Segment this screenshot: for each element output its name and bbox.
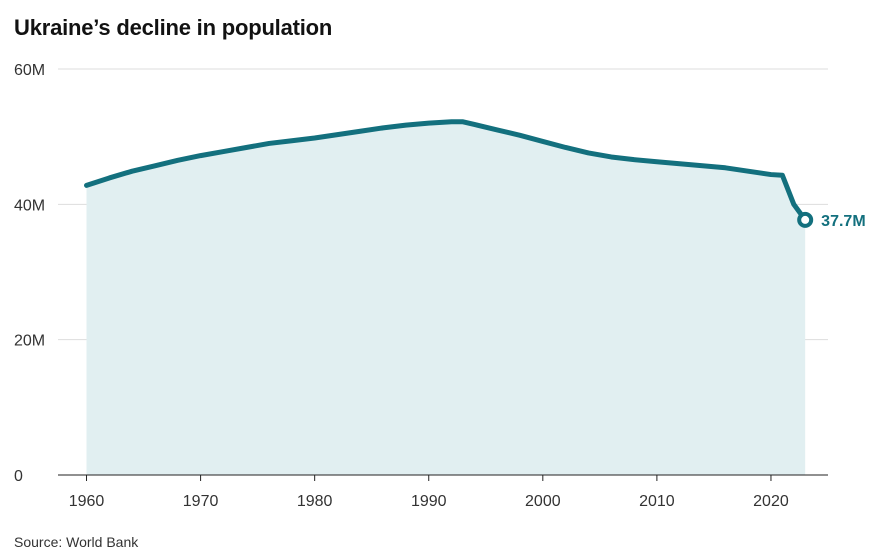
y-tick-label: 0 xyxy=(14,468,23,485)
area-fill xyxy=(86,121,806,475)
population-area xyxy=(86,121,806,475)
x-tick-label: 1960 xyxy=(69,493,105,510)
end-point-marker xyxy=(797,211,814,228)
x-tick-label: 2010 xyxy=(639,493,675,510)
y-axis-tick-labels: 0 20M 40M 60M xyxy=(14,62,45,485)
chart-title: Ukraine’s decline in population xyxy=(14,15,333,40)
x-tick-label: 1990 xyxy=(411,493,447,510)
x-tick-label: 2000 xyxy=(525,493,561,510)
y-tick-label: 20M xyxy=(14,333,45,350)
x-tick-label: 1980 xyxy=(297,493,333,510)
data-series xyxy=(84,119,808,223)
x-tick-label: 1970 xyxy=(183,493,219,510)
population-line xyxy=(84,119,808,223)
source-note: Source: World Bank xyxy=(14,534,139,550)
x-axis: 1960 1970 1980 1990 2000 2010 2020 xyxy=(58,474,828,510)
end-value-label: 37.7M xyxy=(821,213,865,230)
y-tick-label: 60M xyxy=(14,62,45,79)
annotations: 37.7M xyxy=(797,211,866,230)
x-tick-label: 2020 xyxy=(753,493,789,510)
y-tick-label: 40M xyxy=(14,197,45,214)
